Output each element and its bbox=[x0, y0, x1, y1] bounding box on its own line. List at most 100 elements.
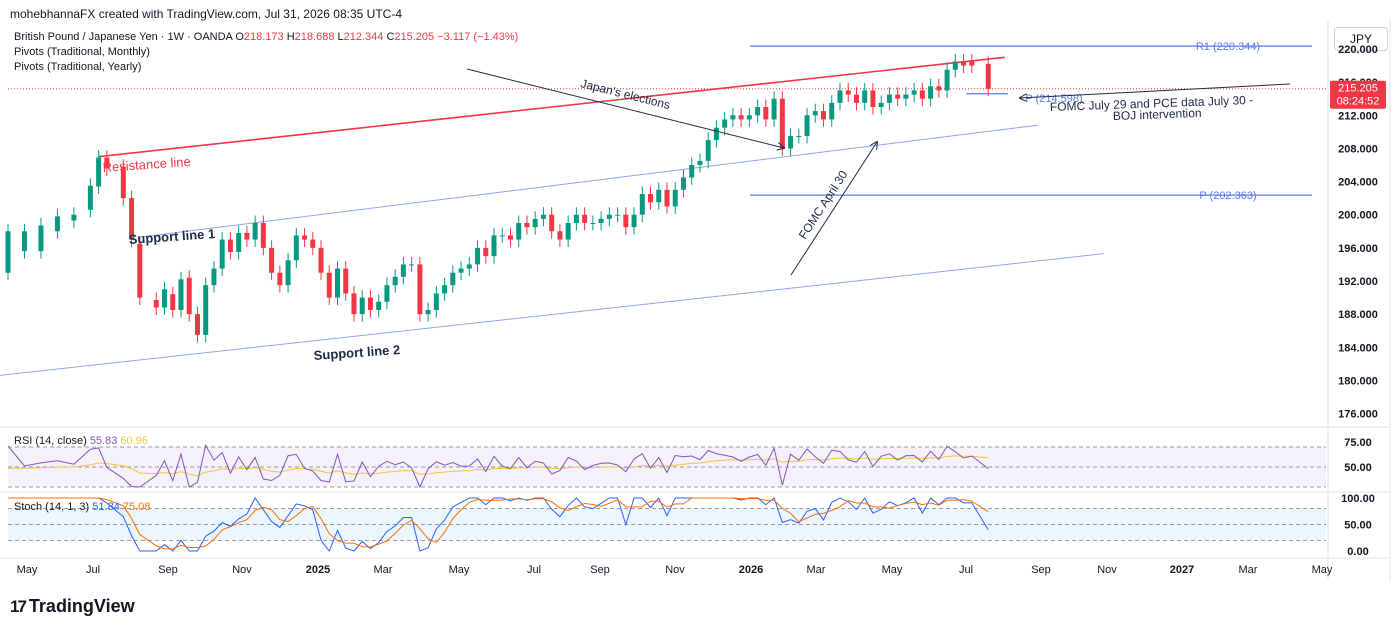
candle bbox=[359, 297, 365, 315]
candle bbox=[804, 115, 810, 136]
candle bbox=[928, 86, 934, 99]
resistance-line bbox=[98, 56, 1005, 158]
candle bbox=[186, 277, 192, 315]
elections-label: Japan's elections bbox=[579, 76, 671, 112]
candle bbox=[829, 102, 835, 120]
symbol-line: British Pound / Japanese Yen · 1W · OAND… bbox=[14, 31, 518, 43]
candle bbox=[796, 136, 802, 137]
candle bbox=[730, 115, 736, 120]
candle bbox=[392, 276, 398, 286]
ohlc-c: C215.205 bbox=[383, 31, 435, 43]
candle bbox=[162, 289, 168, 308]
ohlc-values: O218.173 H218.688 L212.344 C215.205 bbox=[235, 31, 434, 43]
stoch-tick-label: 100.00 bbox=[1341, 493, 1375, 505]
candle bbox=[862, 90, 868, 103]
candle bbox=[557, 231, 563, 240]
candle bbox=[326, 272, 332, 298]
support-line-2-label: Support line 2 bbox=[313, 342, 401, 363]
candle bbox=[96, 157, 102, 187]
price-tick-label: 184.000 bbox=[1338, 342, 1378, 354]
candle bbox=[129, 198, 135, 240]
candle bbox=[269, 247, 275, 273]
candle bbox=[71, 214, 77, 221]
time-tick-label: 2027 bbox=[1170, 564, 1194, 576]
price-tick-label: 176.000 bbox=[1338, 409, 1378, 421]
price-tick-label: 212.000 bbox=[1338, 110, 1378, 122]
candle bbox=[203, 285, 209, 335]
candle bbox=[483, 247, 489, 257]
elections-arrow bbox=[466, 68, 784, 148]
stoch-k-value: 51.84 bbox=[92, 501, 120, 513]
candle bbox=[648, 194, 654, 203]
candle bbox=[623, 214, 629, 228]
candle bbox=[705, 140, 711, 161]
candle bbox=[384, 285, 390, 302]
candle bbox=[532, 218, 538, 228]
candle bbox=[656, 189, 662, 203]
currency-button[interactable]: JPY bbox=[1334, 27, 1388, 51]
candle bbox=[293, 235, 299, 261]
time-tick-label: 2025 bbox=[306, 564, 330, 576]
chart-canvas[interactable]: 220.000216.000212.000208.000204.000200.0… bbox=[0, 0, 1400, 590]
rsi-value: 55.83 bbox=[89, 435, 118, 447]
candle bbox=[351, 293, 357, 315]
candle bbox=[895, 94, 901, 99]
candle bbox=[961, 61, 967, 66]
time-tick-label: Nov bbox=[1097, 564, 1117, 576]
candle bbox=[689, 165, 695, 178]
time-tick-label: Jul bbox=[86, 564, 100, 576]
price-tick-label: 208.000 bbox=[1338, 143, 1378, 155]
tradingview-logo[interactable]: 17 TradingView bbox=[10, 596, 135, 617]
candle bbox=[582, 214, 588, 223]
stoch-tick-label: 50.00 bbox=[1344, 520, 1372, 532]
fomc-july-arrow bbox=[1020, 83, 1291, 98]
stoch-d-line bbox=[8, 497, 989, 550]
rsi-label: RSI (14, close) bbox=[14, 435, 87, 447]
fomc-april-arrow bbox=[790, 142, 877, 276]
candle bbox=[697, 160, 703, 165]
time-tick-label: May bbox=[882, 564, 903, 576]
last-price-label: 215.205 bbox=[1338, 83, 1378, 95]
candle bbox=[343, 268, 349, 294]
candle bbox=[491, 235, 497, 257]
support-line-1-label: Support line 1 bbox=[128, 226, 216, 247]
candle bbox=[573, 214, 579, 223]
candle bbox=[565, 223, 571, 240]
candle bbox=[911, 90, 917, 95]
candle bbox=[771, 98, 777, 120]
time-tick-label: Mar bbox=[374, 564, 393, 576]
rsi-tick-label: 75.00 bbox=[1344, 437, 1372, 449]
time-tick-label: Sep bbox=[158, 564, 178, 576]
candle bbox=[755, 107, 761, 116]
candle bbox=[211, 268, 217, 286]
last-price-label-bg bbox=[1330, 80, 1386, 109]
price-tick-label: 188.000 bbox=[1338, 309, 1378, 321]
candle bbox=[450, 272, 456, 286]
candle bbox=[738, 115, 744, 120]
time-tick-label: May bbox=[449, 564, 470, 576]
candle bbox=[417, 264, 423, 315]
candle bbox=[153, 300, 159, 308]
candle bbox=[87, 185, 93, 210]
tradingview-brand: TradingView bbox=[28, 596, 135, 616]
price-tick-label: 196.000 bbox=[1338, 243, 1378, 255]
candle bbox=[722, 119, 728, 128]
time-tick-label: Mar bbox=[807, 564, 826, 576]
candle bbox=[194, 314, 200, 335]
candle bbox=[664, 189, 670, 207]
candle bbox=[219, 239, 225, 269]
candle bbox=[919, 90, 925, 99]
candle bbox=[903, 94, 909, 99]
time-tick-label: May bbox=[1312, 564, 1333, 576]
chart-header: mohebhannaFX created with TradingView.co… bbox=[10, 7, 403, 21]
price-tick-label: 200.000 bbox=[1338, 210, 1378, 222]
bar-countdown-label: 08:24:52 bbox=[1337, 96, 1380, 108]
candle bbox=[952, 61, 958, 70]
fomc-april-label: FOMC April 30 bbox=[796, 168, 851, 242]
candle bbox=[845, 90, 851, 95]
candle bbox=[409, 264, 415, 266]
rsi-ma-line bbox=[8, 455, 989, 477]
symbol-title: British Pound / Japanese Yen · 1W · OAND… bbox=[14, 31, 233, 43]
candle bbox=[746, 115, 752, 120]
candle bbox=[516, 223, 522, 240]
